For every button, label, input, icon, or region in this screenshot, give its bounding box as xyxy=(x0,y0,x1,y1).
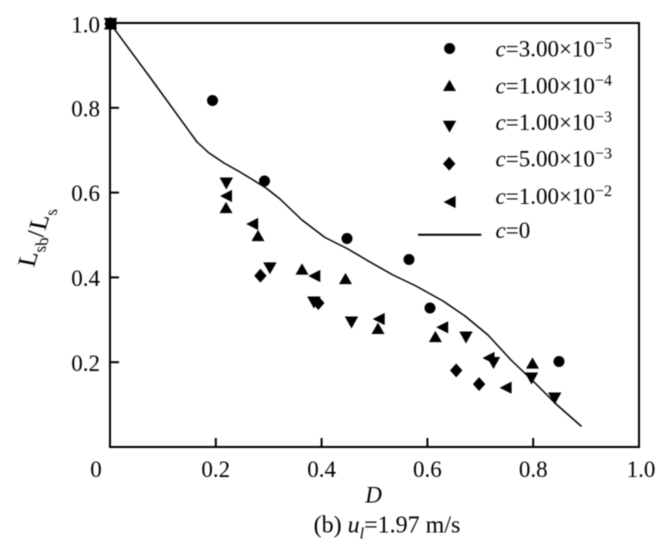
svg-text:0.4: 0.4 xyxy=(307,457,336,482)
svg-text:1.0: 1.0 xyxy=(627,457,656,482)
svg-text:0.6: 0.6 xyxy=(413,457,442,482)
svg-text:0.4: 0.4 xyxy=(71,266,100,291)
svg-text:0.8: 0.8 xyxy=(71,96,100,121)
svg-text:c=1.00×10−4: c=1.00×10−4 xyxy=(496,72,612,98)
svg-text:Lsb/Ls: Lsb/Ls xyxy=(10,209,61,268)
svg-text:c=5.00×10−3: c=5.00×10−3 xyxy=(496,145,612,171)
svg-text:D: D xyxy=(364,483,382,508)
svg-text:(b) ul=1.97 m/s: (b) ul=1.97 m/s xyxy=(314,512,461,542)
svg-text:0: 0 xyxy=(90,457,102,482)
svg-text:1.0: 1.0 xyxy=(71,13,100,38)
svg-text:0.2: 0.2 xyxy=(201,457,230,482)
svg-text:c=1.00×10−2: c=1.00×10−2 xyxy=(496,183,612,209)
svg-text:c=3.00×10−5: c=3.00×10−5 xyxy=(496,36,612,62)
svg-text:0.8: 0.8 xyxy=(519,457,548,482)
svg-text:0.2: 0.2 xyxy=(71,351,100,376)
svg-text:c=0: c=0 xyxy=(496,218,531,243)
svg-text:0.6: 0.6 xyxy=(71,181,100,206)
svg-text:c=1.00×10−3: c=1.00×10−3 xyxy=(496,109,612,135)
